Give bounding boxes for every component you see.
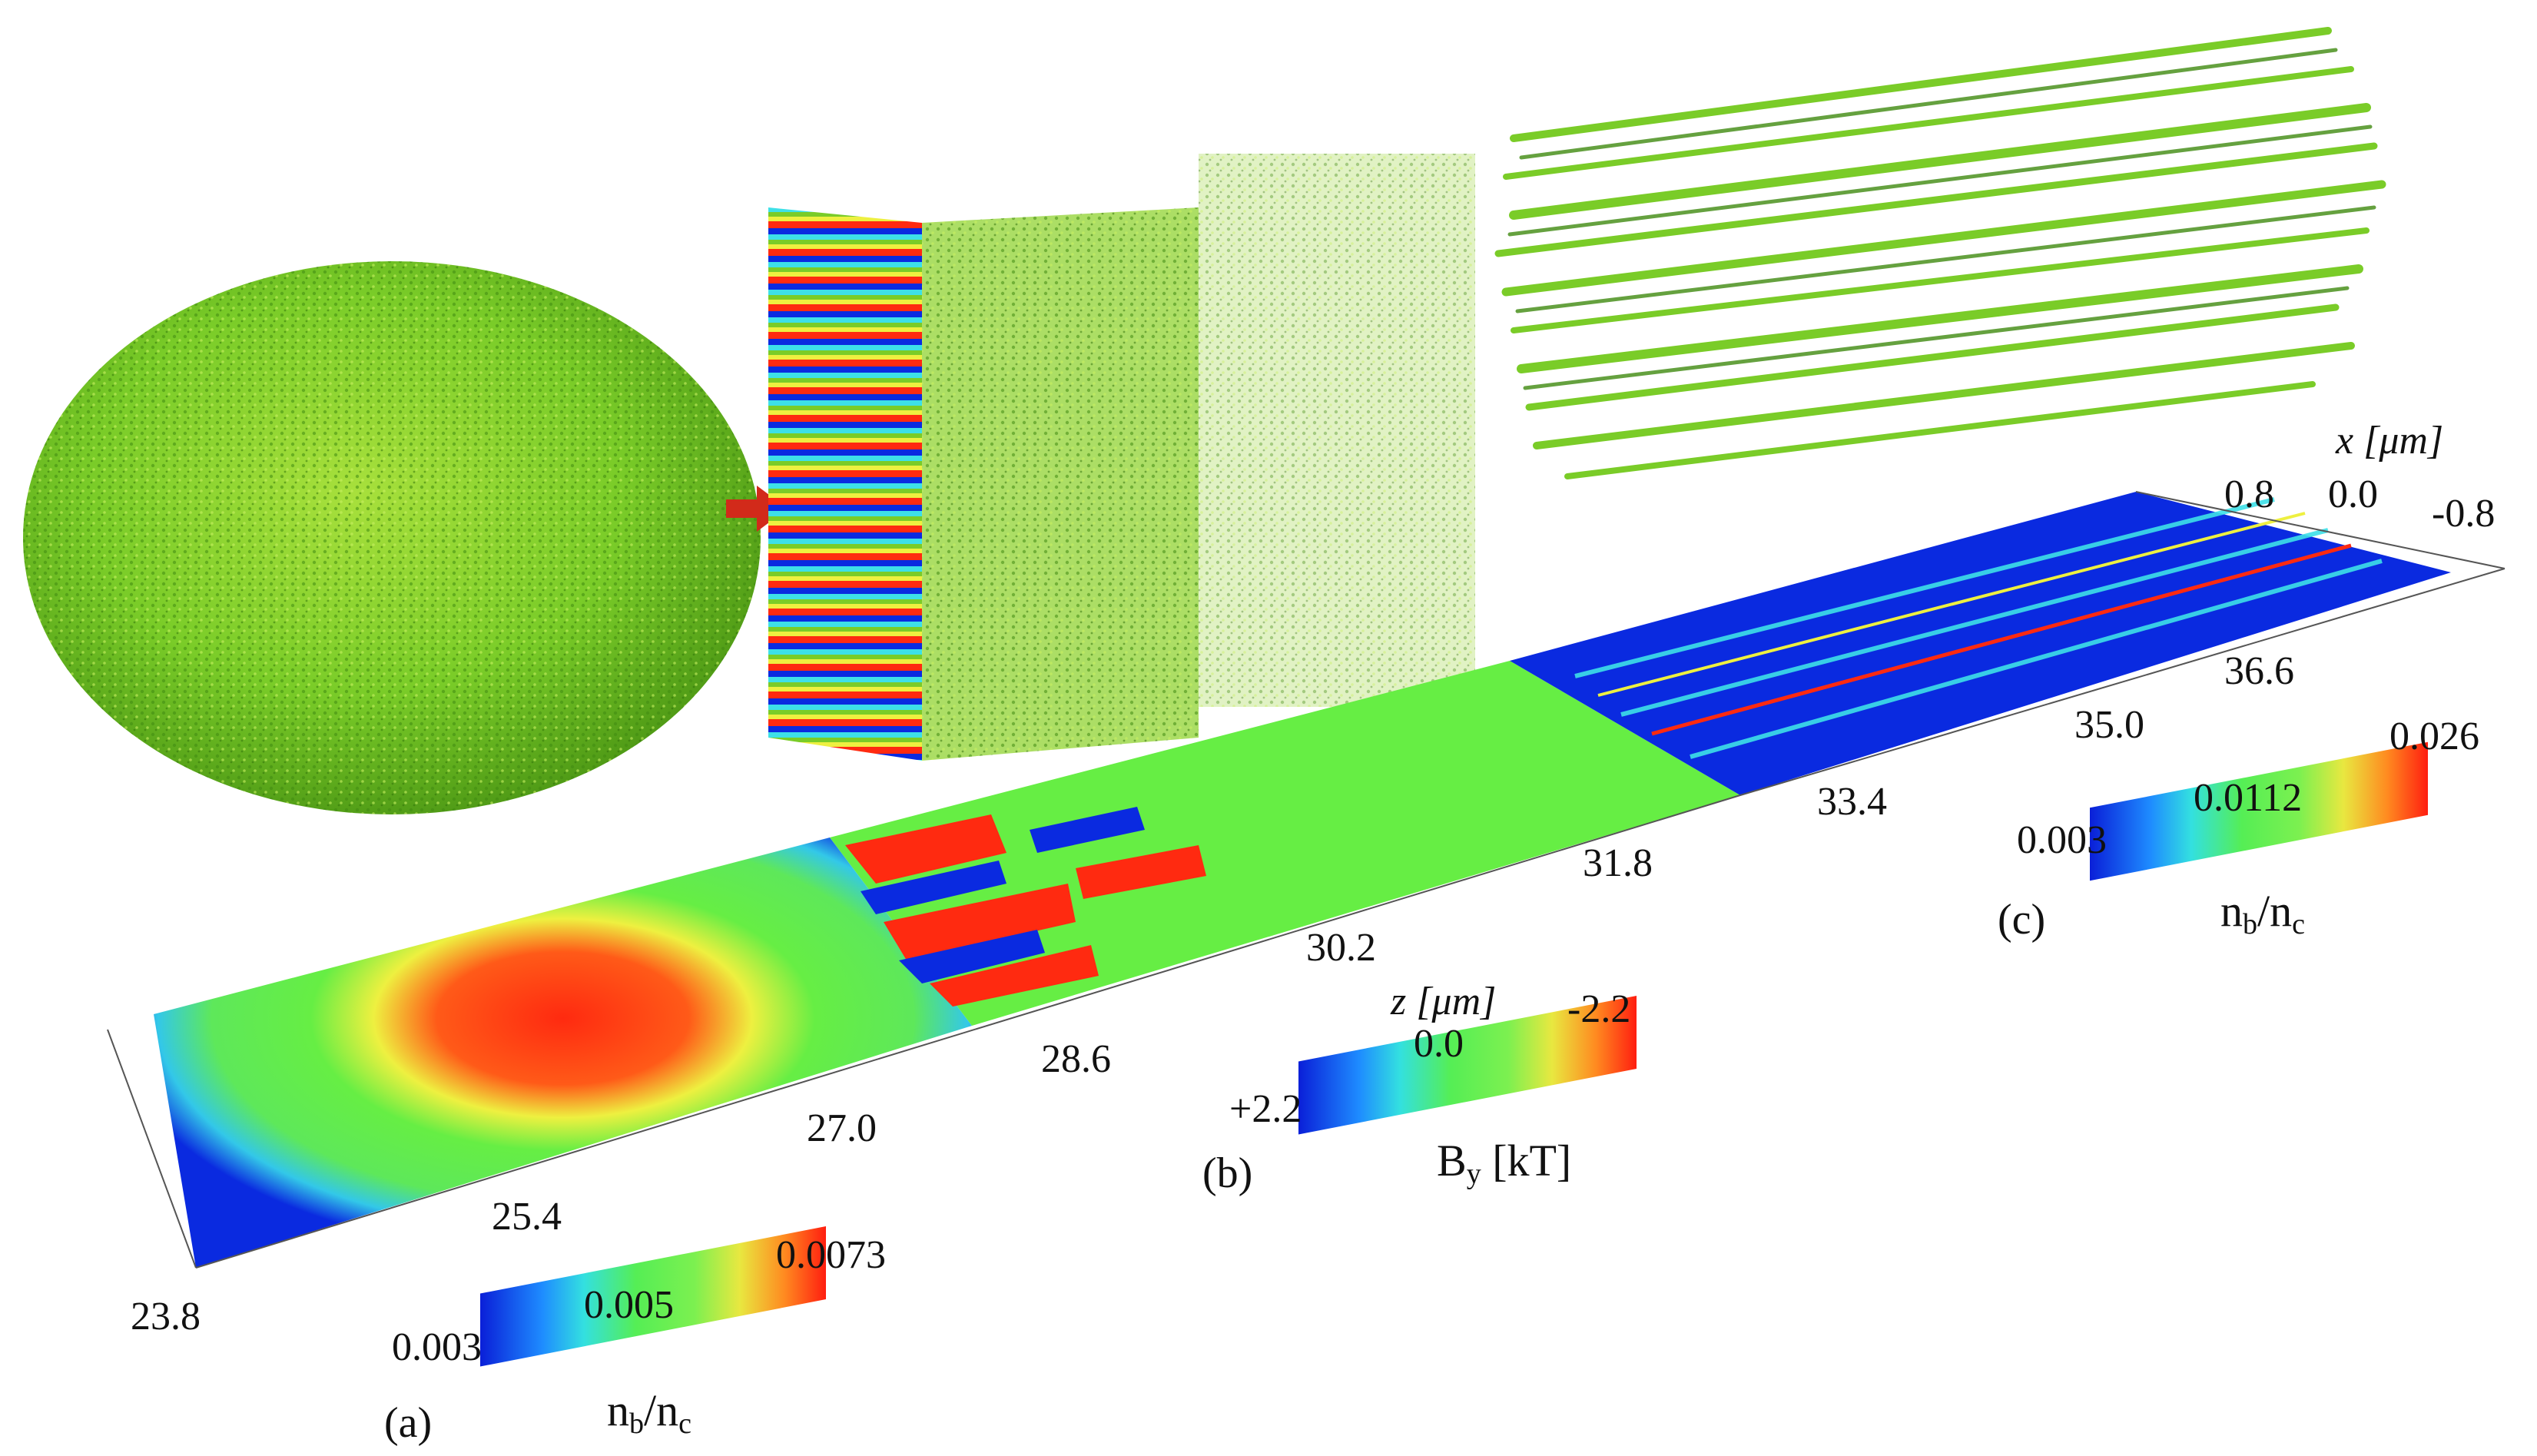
z-axis-title: z [μm] bbox=[1390, 980, 1496, 1023]
colorbar-a-tick-2: 0.0073 bbox=[776, 1233, 886, 1277]
panel-letter-b: (b) bbox=[1202, 1149, 1252, 1197]
panel-letter-a: (a) bbox=[384, 1399, 432, 1447]
z-axis bbox=[107, 491, 2505, 1269]
density-map-c bbox=[1510, 492, 2451, 795]
ellipsoid-isosurface bbox=[23, 261, 761, 814]
colorbar-a: 0.003 0.005 0.0073 nb/nc (a) bbox=[384, 1226, 886, 1447]
colorbar-a-tick-1: 0.005 bbox=[584, 1283, 674, 1327]
z-tick-label: 23.8 bbox=[131, 1295, 201, 1338]
colorbar-c-tick-0: 0.003 bbox=[2017, 818, 2107, 862]
colorbar-b-tick-2: -2.2 bbox=[1567, 987, 1630, 1031]
colorbar-b-tick-1: 0.0 bbox=[1414, 1022, 1464, 1066]
z-tick-label: 30.2 bbox=[1306, 926, 1376, 970]
field-map-b bbox=[830, 661, 1740, 1026]
panel-letter-c: (c) bbox=[1998, 896, 2045, 944]
colorbar-a-tick-0: 0.003 bbox=[392, 1325, 482, 1369]
x-tick-label: -0.8 bbox=[2432, 492, 2495, 536]
colorbar-c-tick-2: 0.026 bbox=[2389, 715, 2479, 758]
x-tick-label: 0.0 bbox=[2328, 473, 2378, 516]
z-tick-label: 31.8 bbox=[1583, 841, 1653, 885]
colorbar-b-gradient bbox=[1298, 995, 1637, 1135]
x-axis-title: x [μm] bbox=[2335, 419, 2443, 463]
colorbar-c-label: nb/nc bbox=[2220, 886, 2305, 940]
colorbar-b: +2.2 0.0 -2.2 By [kT] (b) bbox=[1202, 987, 1637, 1197]
z-tick-label: 27.0 bbox=[807, 1106, 877, 1150]
colorbar-a-gradient bbox=[480, 1226, 826, 1367]
filamenting-block-isosurface bbox=[768, 154, 1475, 761]
x-tick-label: 0.8 bbox=[2224, 473, 2274, 516]
z-tick-label: 25.4 bbox=[492, 1195, 562, 1239]
z-tick-label: 36.6 bbox=[2224, 649, 2294, 693]
colorbar-c-tick-1: 0.0112 bbox=[2194, 776, 2302, 820]
colorbar-a-label: nb/nc bbox=[607, 1385, 691, 1440]
z-tick-label: 35.0 bbox=[2074, 703, 2144, 747]
z-axis-ticks: 23.8 25.4 27.0 28.6 30.2 31.8 33.4 35.0 36.6 bbox=[131, 649, 2294, 1338]
density-map-a bbox=[154, 837, 972, 1268]
filament-bundle-isosurface bbox=[1494, 27, 2386, 479]
z-tick-label: 28.6 bbox=[1041, 1037, 1111, 1081]
colorbar-b-tick-0: +2.2 bbox=[1229, 1087, 1302, 1131]
colorbar-c-gradient bbox=[2090, 741, 2428, 881]
colorbar-c: 0.003 0.0112 0.026 nb/nc (c) bbox=[1998, 715, 2479, 944]
x-axis-ticks: 0.8 0.0 -0.8 bbox=[2224, 473, 2495, 536]
colorbar-b-label: By [kT] bbox=[1437, 1136, 1571, 1190]
z-tick-label: 33.4 bbox=[1817, 780, 1887, 824]
